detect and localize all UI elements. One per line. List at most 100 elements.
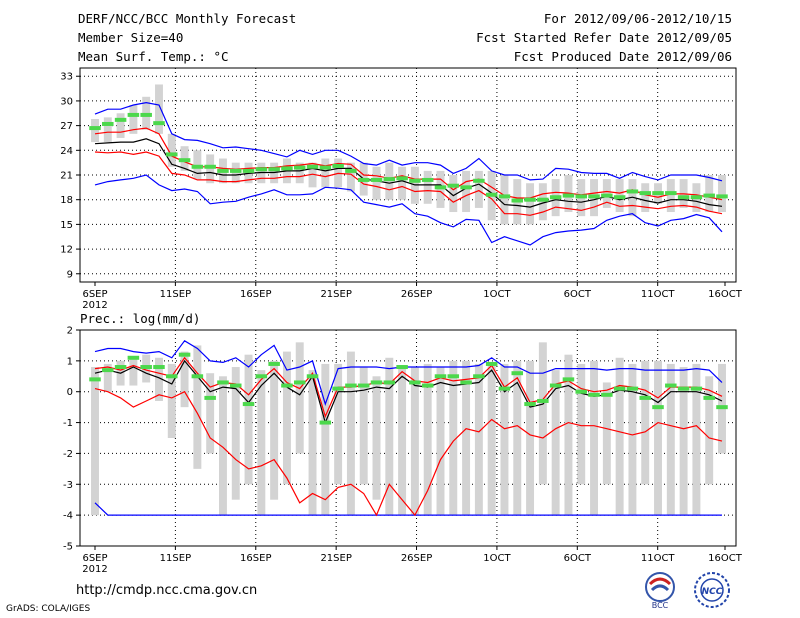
precipitation-median-marker — [447, 374, 460, 379]
precipitation-box — [321, 363, 330, 516]
precipitation-box — [654, 360, 662, 516]
precipitation-xtick-label: 11SEP — [160, 553, 191, 564]
temperature-ytick-label: 21 — [60, 171, 73, 182]
precipitation-box — [474, 363, 483, 516]
temperature-median-marker — [166, 152, 178, 157]
precipitation-box — [538, 342, 547, 485]
temperature-median-marker — [178, 158, 191, 163]
temperature-median-marker — [626, 189, 639, 194]
temperature-box — [129, 105, 138, 134]
temperature-xtick-label: 16OCT — [708, 289, 743, 300]
temperature-median-marker — [281, 166, 293, 171]
precipitation-xtick-label: 6OCT — [564, 553, 592, 564]
precipitation-median-marker — [703, 395, 715, 400]
precipitation-ytick-label: -4 — [63, 511, 73, 522]
bcc-logo: BCC — [645, 572, 675, 610]
temperature-box — [641, 183, 650, 213]
precipitation-median-marker — [383, 380, 396, 385]
temperature-box — [206, 154, 215, 184]
precipitation-box — [564, 354, 573, 516]
temperature-median-marker — [447, 183, 460, 188]
temperature-median-marker — [140, 112, 152, 117]
temperature-box — [436, 170, 445, 208]
temperature-xtick-label: 16SEP — [240, 289, 271, 300]
precipitation-box — [282, 351, 291, 485]
precipitation-xtick-label: 26SEP — [401, 553, 432, 564]
grads-credit: GrADS: COLA/IGES — [6, 604, 91, 614]
precipitation-ytick-label: -2 — [63, 449, 73, 460]
temperature-max-line — [94, 101, 723, 182]
precipitation-median-marker — [255, 374, 268, 379]
temperature-box — [474, 170, 483, 208]
temperature-median-marker — [562, 193, 575, 198]
precipitation-median-marker — [229, 383, 242, 388]
precipitation-median-marker — [140, 365, 152, 370]
temperature-ytick-label: 30 — [60, 96, 73, 107]
temperature-median-marker — [153, 121, 165, 126]
temperature-box — [705, 175, 714, 213]
precipitation-box — [385, 357, 394, 516]
temperature-median-marker — [524, 197, 536, 202]
precipitation-box — [193, 345, 202, 469]
precipitation-median-marker — [652, 405, 664, 410]
temperature-median-marker — [127, 112, 140, 117]
temperature-median-marker — [204, 164, 216, 169]
temperature-std-lo-line — [94, 151, 723, 216]
precipitation-box — [206, 373, 215, 454]
precipitation-box — [244, 354, 253, 485]
temperature-xtick-label: 6SEP — [82, 289, 107, 300]
precipitation-box — [436, 367, 445, 516]
forecast-period: For 2012/09/06-2012/10/15 — [543, 11, 732, 26]
precipitation-median-marker — [601, 392, 613, 397]
precipitation-box — [641, 360, 650, 485]
temperature-box — [462, 170, 471, 213]
temperature-median-marker — [575, 194, 588, 199]
precipitation-box — [308, 370, 317, 516]
precipitation-box — [103, 363, 112, 392]
temperature-box — [602, 179, 611, 208]
precipitation-median-marker — [127, 355, 140, 360]
temperature-ytick-label: 18 — [60, 195, 73, 206]
precipitation-mean-line — [94, 359, 723, 425]
temperature-box — [295, 162, 304, 184]
temperature-median-marker — [255, 167, 268, 172]
precipitation-median-marker — [191, 374, 204, 379]
precipitation-xtick-label: 11OCT — [641, 553, 676, 564]
produced-date: Fcst Produced Date 2012/09/06 — [513, 49, 732, 64]
source-url[interactable]: http://cmdp.ncc.cma.gov.cn — [76, 583, 258, 598]
precipitation-median-marker — [102, 368, 114, 373]
precipitation-box — [666, 363, 675, 516]
temperature-median-marker — [345, 168, 357, 173]
ncc-logo: NCC — [694, 572, 730, 608]
temperature-ytick-label: 27 — [60, 121, 73, 132]
temperature-box — [103, 117, 112, 143]
precipitation-box — [551, 370, 560, 516]
temperature-xtick-label: 1OCT — [483, 289, 511, 300]
member-size: Member Size=40 — [78, 30, 184, 45]
temperature-box — [321, 158, 330, 188]
precipitation-median-marker — [473, 374, 485, 379]
temperature-box — [718, 175, 726, 213]
temperature-median-marker — [242, 168, 255, 173]
temperature-min-line — [94, 174, 723, 246]
precipitation-year-label: 2012 — [82, 564, 107, 575]
precipitation-median-marker — [204, 395, 216, 400]
bcc-logo-text: BCC — [652, 601, 669, 610]
precipitation-box — [372, 376, 381, 500]
precipitation-box — [462, 360, 471, 516]
temperature-median-marker — [421, 177, 434, 182]
precipitation-box — [334, 363, 343, 485]
temperature-box — [449, 175, 458, 213]
temperature-median-marker — [306, 164, 319, 169]
precipitation-ytick-label: -3 — [63, 480, 73, 491]
precipitation-median-marker — [524, 402, 536, 407]
temperature-panel: 9 12 15 18 21 24 27 30 33 6SEP 11SEP 16SEP 21SEP 26SE… — [60, 67, 743, 311]
precipitation-median-marker — [268, 361, 280, 366]
precipitation-box — [231, 367, 240, 500]
temperature-median-marker — [690, 195, 703, 200]
precipitation-box — [615, 357, 624, 516]
temperature-xtick-label: 21SEP — [320, 289, 351, 300]
precipitation-median-marker — [217, 380, 229, 385]
temperature-xtick-label: 11OCT — [641, 289, 676, 300]
